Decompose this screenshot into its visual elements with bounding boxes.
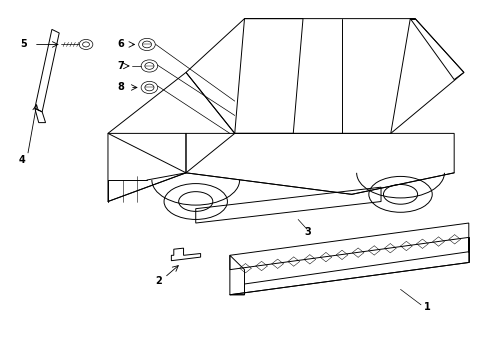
Text: 6: 6 [118,40,124,49]
Text: 1: 1 [423,302,430,312]
Text: 7: 7 [118,61,124,71]
Text: 2: 2 [155,276,161,286]
Text: 5: 5 [20,40,27,49]
Text: 8: 8 [118,82,124,93]
Text: 4: 4 [18,155,25,165]
Text: 3: 3 [304,227,311,237]
